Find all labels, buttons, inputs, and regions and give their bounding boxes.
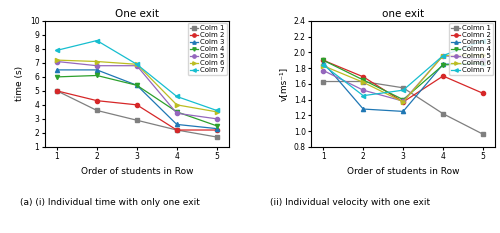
Colm 3 [134, 84, 140, 87]
Colm 3 [54, 69, 60, 71]
Colm 2 [134, 103, 140, 106]
Colm 3 [214, 127, 220, 130]
Colm 6 [174, 103, 180, 106]
Colm 4 [54, 75, 60, 78]
Colm 1 [94, 109, 100, 112]
Line: Colm 5: Colm 5 [55, 59, 219, 121]
Y-axis label: time (s): time (s) [16, 66, 24, 101]
Colm 6 [134, 63, 140, 66]
Colmn 7 [320, 64, 326, 66]
Colm 6 [214, 110, 220, 113]
Colm 7 [134, 63, 140, 66]
Colm 4 [134, 84, 140, 87]
Colmn 3 [400, 110, 406, 113]
Colm 2 [214, 129, 220, 131]
Colmn 2 [320, 59, 326, 62]
Colmn 5 [360, 89, 366, 92]
Colm 2 [94, 99, 100, 102]
Colmn 4 [360, 79, 366, 81]
Text: (ii) Individual velocity with one exit: (ii) Individual velocity with one exit [270, 198, 430, 207]
Colm 2 [54, 89, 60, 92]
Colm 1 [134, 119, 140, 122]
Colm 5 [54, 60, 60, 63]
Line: Colmn 4: Colmn 4 [321, 58, 485, 102]
Line: Colm 1: Colm 1 [55, 89, 219, 139]
Colm 5 [134, 64, 140, 67]
Colmn 2 [440, 75, 446, 77]
Colmn 5 [480, 59, 486, 62]
Colm 5 [214, 117, 220, 120]
X-axis label: Order of students in Row: Order of students in Row [80, 167, 193, 176]
Colm 1 [54, 89, 60, 92]
Title: one exit: one exit [382, 9, 424, 19]
Colmn 7 [440, 54, 446, 57]
Colm 6 [94, 60, 100, 63]
Colm 4 [214, 124, 220, 127]
Colmn 1 [440, 112, 446, 115]
Colmn 3 [440, 63, 446, 66]
Colmn 1 [480, 133, 486, 136]
Line: Colm 4: Colm 4 [55, 73, 219, 128]
Colm 7 [174, 95, 180, 98]
Colm 7 [54, 49, 60, 52]
Colmn 7 [400, 89, 406, 92]
Text: (a) (i) Individual time with only one exit: (a) (i) Individual time with only one ex… [20, 198, 200, 207]
Line: Colm 2: Colm 2 [55, 89, 219, 132]
Colmn 1 [400, 86, 406, 89]
Colm 1 [214, 136, 220, 138]
Colm 3 [94, 69, 100, 71]
Colmn 1 [320, 80, 326, 83]
Colmn 6 [440, 54, 446, 57]
Colmn 2 [400, 101, 406, 103]
Colmn 4 [480, 61, 486, 64]
Colmn 2 [360, 75, 366, 78]
Colmn 4 [320, 59, 326, 62]
Colm 2 [174, 129, 180, 131]
Colmn 7 [480, 39, 486, 42]
Colmn 5 [400, 100, 406, 103]
Line: Colm 6: Colm 6 [55, 58, 219, 114]
Title: One exit: One exit [115, 9, 159, 19]
Colm 4 [174, 110, 180, 113]
Legend: Colm 1, Colm 2, Colm 3, Colm 4, Colm 5, Colm 6, Colm 7: Colm 1, Colm 2, Colm 3, Colm 4, Colm 5, … [188, 23, 226, 75]
Colmn 6 [320, 64, 326, 67]
Legend: Colmn 1, Colmn 2, Colmn 3, Colmn 4, Colmn 5, Colmn 6, Colmn 7: Colmn 1, Colmn 2, Colmn 3, Colmn 4, Colm… [450, 23, 493, 75]
Colmn 3 [480, 62, 486, 65]
Colmn 2 [480, 92, 486, 95]
Colmn 1 [360, 80, 366, 83]
Line: Colmn 7: Colmn 7 [321, 38, 485, 98]
Colm 1 [174, 129, 180, 131]
Line: Colmn 2: Colmn 2 [321, 58, 485, 104]
Line: Colmn 3: Colmn 3 [321, 61, 485, 113]
Colmn 5 [320, 69, 326, 72]
Colmn 6 [360, 81, 366, 84]
Colmn 4 [440, 64, 446, 66]
Line: Colmn 5: Colmn 5 [321, 54, 485, 103]
Colmn 6 [400, 101, 406, 103]
Y-axis label: v[ms⁻¹]: v[ms⁻¹] [279, 67, 288, 101]
Colmn 6 [480, 53, 486, 56]
Colm 3 [174, 123, 180, 126]
Line: Colmn 6: Colmn 6 [321, 53, 485, 104]
Colm 6 [54, 59, 60, 62]
Colmn 3 [320, 61, 326, 64]
X-axis label: Order of students in Row: Order of students in Row [347, 167, 460, 176]
Colmn 4 [400, 98, 406, 101]
Line: Colm 3: Colm 3 [55, 68, 219, 131]
Colmn 7 [360, 94, 366, 97]
Colm 4 [94, 74, 100, 77]
Colmn 3 [360, 108, 366, 110]
Colm 7 [214, 109, 220, 112]
Line: Colm 7: Colm 7 [55, 38, 219, 113]
Colm 5 [94, 64, 100, 67]
Line: Colmn 1: Colmn 1 [321, 79, 485, 136]
Colm 5 [174, 112, 180, 115]
Colm 7 [94, 39, 100, 42]
Colmn 5 [440, 54, 446, 57]
